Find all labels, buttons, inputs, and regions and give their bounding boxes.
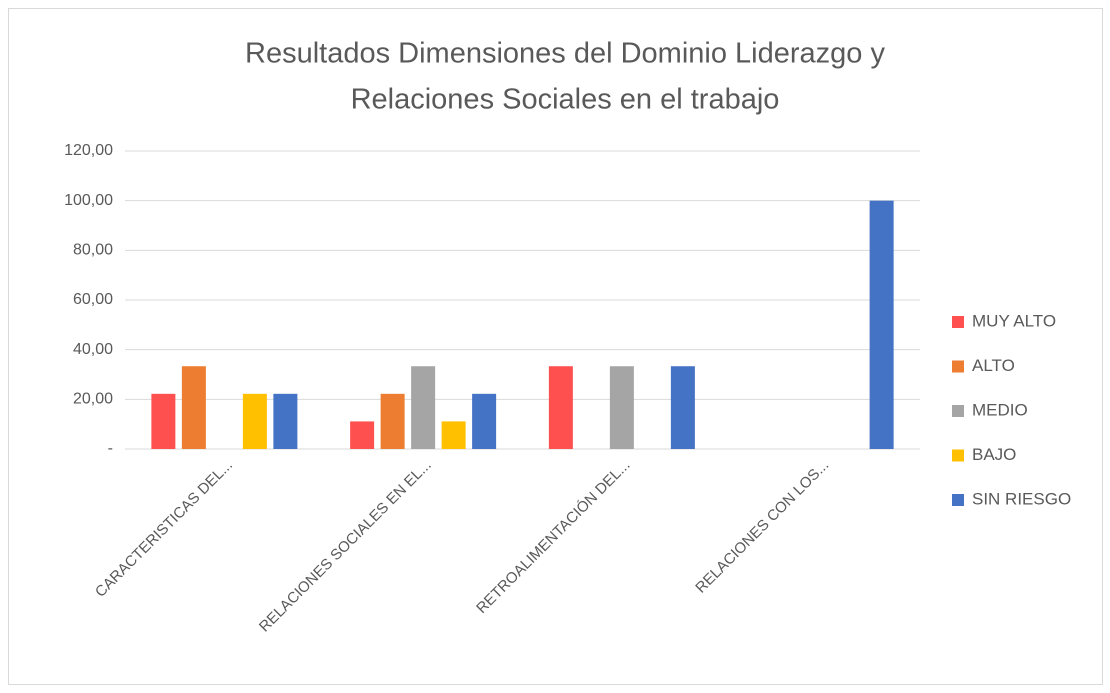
chart-frame xyxy=(8,8,1103,685)
legend-label: ALTO xyxy=(972,356,1015,375)
y-tick-label: 40,00 xyxy=(73,341,113,358)
legend-swatch xyxy=(952,360,964,373)
bar xyxy=(242,393,267,449)
bar xyxy=(670,366,695,449)
y-tick-label: 20,00 xyxy=(73,391,113,408)
y-tick-label: 80,00 xyxy=(73,242,113,259)
bar xyxy=(548,366,573,449)
legend-swatch xyxy=(952,316,964,328)
y-tick-label: - xyxy=(108,440,113,457)
legend-swatch xyxy=(952,405,964,417)
y-tick-label: 60,00 xyxy=(73,291,113,308)
bar xyxy=(350,421,375,449)
bar xyxy=(869,200,894,449)
bar xyxy=(609,366,634,449)
chart-title: Resultados Dimensiones del Dominio Lider… xyxy=(245,38,885,70)
legend-label: MUY ALTO xyxy=(972,311,1056,330)
bar xyxy=(411,366,436,449)
legend-label: BAJO xyxy=(972,445,1016,464)
legend-swatch xyxy=(952,494,964,506)
bar xyxy=(441,421,466,449)
bar xyxy=(472,393,497,449)
legend-label: SIN RIESGO xyxy=(972,489,1071,508)
y-tick-label: 100,00 xyxy=(64,192,113,209)
bar xyxy=(273,393,298,449)
legend-swatch xyxy=(952,449,964,462)
legend-label: MEDIO xyxy=(972,400,1028,419)
bar xyxy=(380,393,405,449)
y-tick-label: 120,00 xyxy=(64,142,113,159)
bar xyxy=(151,393,176,449)
bar xyxy=(181,366,206,449)
chart-title: Relaciones Sociales en el trabajo xyxy=(351,84,780,116)
